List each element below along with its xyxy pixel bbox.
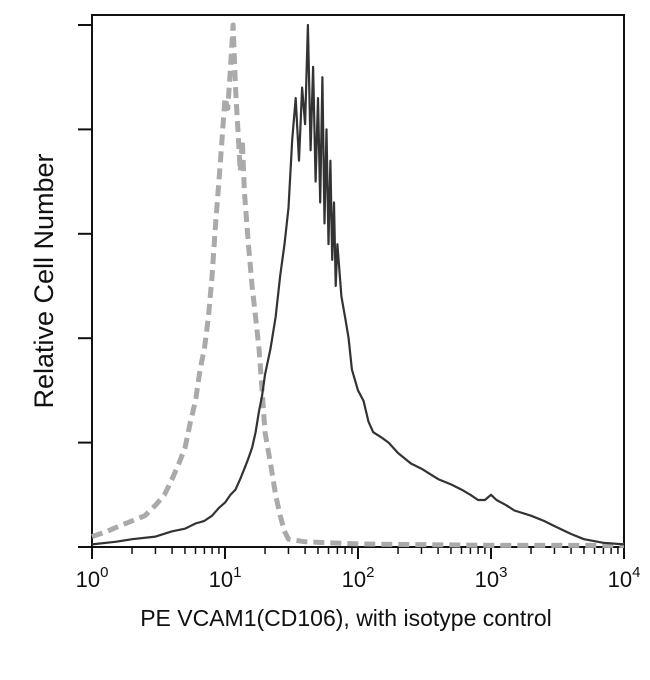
isotype-control-curve <box>91 22 624 548</box>
plot-frame <box>91 14 625 548</box>
y-axis-ticks <box>78 24 92 548</box>
series-layer <box>91 22 625 548</box>
x-axis-tick-labels: 100 101 102 103 104 <box>76 564 641 592</box>
x-tick-label: 102 <box>342 564 375 592</box>
x-tick-label: 104 <box>608 564 641 592</box>
x-axis-ticks <box>91 547 625 559</box>
x-tick-label: 101 <box>209 564 242 592</box>
vcam1-curve <box>91 23 625 546</box>
x-axis-label: PE VCAM1(CD106), with isotype control <box>140 605 552 631</box>
x-tick-label: 103 <box>475 564 508 592</box>
y-axis-label: Relative Cell Number <box>29 153 59 408</box>
x-tick-label: 100 <box>76 564 109 592</box>
